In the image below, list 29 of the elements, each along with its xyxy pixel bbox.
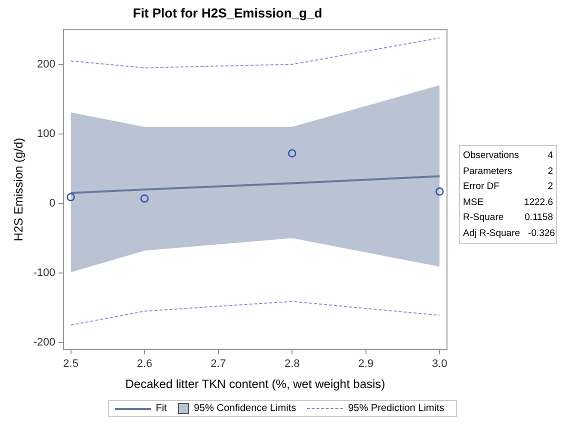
x-axis-title: Decaked litter TKN content (%, wet weight basis) — [125, 377, 386, 392]
x-tick-label: 2.8 — [284, 358, 300, 370]
y-tick-label: 0 — [49, 197, 56, 210]
x-tick-label: 3.0 — [432, 358, 448, 370]
line-series — [70, 300, 440, 326]
x-tick-label: 2.9 — [358, 358, 374, 370]
chart-title: Fit Plot for H2S_Emission_g_d — [132, 5, 322, 20]
y-tick-label: 200 — [37, 58, 56, 70]
y-tick-label: -200 — [33, 336, 56, 348]
point — [435, 187, 444, 196]
x-tick-label: 2.7 — [210, 358, 226, 370]
text: 95% Confidence Limits — [194, 403, 296, 414]
point — [140, 194, 149, 203]
text: MSE 1222.6 — [463, 196, 553, 208]
y-tick-label: 100 — [37, 128, 56, 140]
point — [288, 149, 296, 158]
line-series — [70, 37, 440, 68]
legend-label: Fit — [156, 403, 167, 414]
x-tick-label: 2.6 — [136, 358, 152, 370]
text: Observations 4 — [463, 150, 553, 161]
y-axis-title: H2S Emission (g/d) — [12, 138, 26, 242]
text: Error DF 2 — [463, 181, 553, 192]
text: Adj R-Square -0.326 — [463, 226, 555, 240]
legend-label: 95% Prediction Limits — [348, 403, 444, 414]
text: R-Square 0.1158 — [463, 212, 553, 223]
y-tick-label: -100 — [33, 266, 56, 279]
text: Parameters 2 — [463, 166, 553, 176]
point — [66, 193, 75, 202]
x-tick-label: 2.5 — [63, 358, 78, 370]
